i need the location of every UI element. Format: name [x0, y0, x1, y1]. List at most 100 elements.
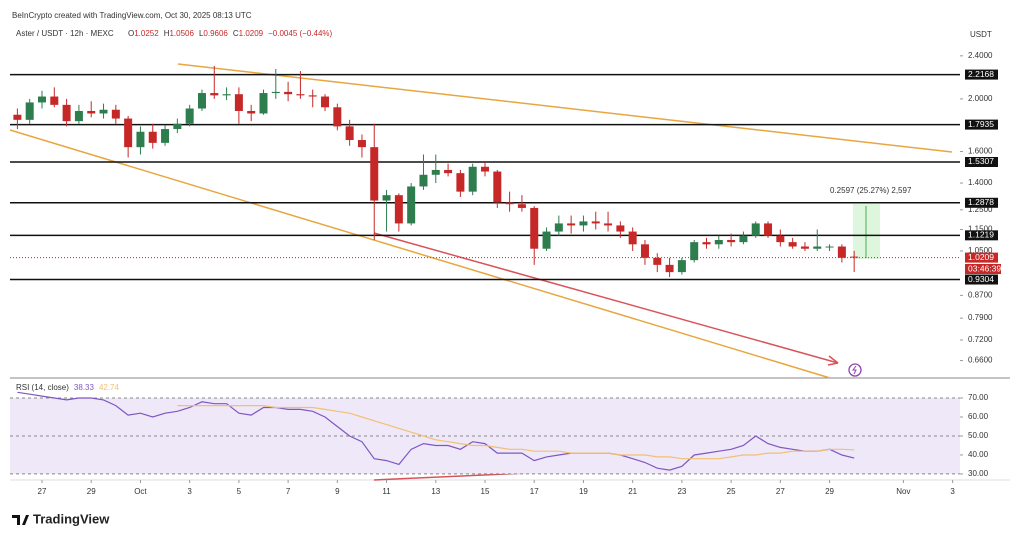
candle-body — [161, 129, 170, 143]
y-tick-label: 0.7200 — [968, 335, 993, 344]
candle-body — [800, 246, 809, 249]
y-tick-label: 70.00 — [968, 393, 989, 402]
logo-text: TradingView — [33, 511, 110, 526]
x-tick-label: 3 — [187, 487, 192, 496]
candle-body — [271, 91, 280, 94]
candle-body — [481, 166, 489, 172]
x-tick-label: 29 — [87, 487, 96, 496]
channel-line — [177, 63, 953, 153]
x-tick-label: 27 — [776, 487, 785, 496]
level-label: 0.9304 — [968, 274, 994, 284]
candle-body — [111, 109, 120, 119]
logo: TradingView — [12, 511, 110, 526]
ohlc-key: L — [199, 29, 204, 38]
candle-body — [25, 102, 34, 120]
last-price-label: 1.0209 — [968, 252, 994, 262]
candle-body — [776, 235, 785, 243]
candle-body — [505, 202, 514, 205]
candle-body — [653, 257, 662, 265]
rsi-legend: RSI (14, close) 38.33 42.74 — [16, 383, 120, 392]
y-tick-label: 1.0500 — [968, 246, 993, 255]
candle-body — [222, 94, 231, 96]
candle-body — [468, 166, 477, 192]
y-tick-label: 0.8700 — [968, 290, 993, 299]
candle-body — [136, 131, 145, 148]
candle-body — [751, 223, 760, 236]
y-tick-label: 0.7900 — [968, 313, 993, 322]
rsi-line — [17, 391, 855, 471]
candle-body — [370, 147, 379, 201]
y-tick-label: 0.6600 — [968, 356, 993, 365]
candle-body — [567, 223, 576, 226]
candle-body — [173, 123, 182, 130]
candle-body — [247, 110, 256, 114]
candle-body — [456, 173, 465, 192]
rsi-line — [177, 405, 855, 460]
y-axis-label: USDT — [970, 30, 992, 39]
change: −0.0045 (−0.44%) — [268, 29, 332, 38]
candle-body — [493, 171, 502, 203]
candle-body — [13, 114, 22, 120]
level-label-box — [965, 156, 998, 167]
candle-body — [616, 225, 625, 232]
arrow-head — [827, 355, 839, 366]
candle-body — [579, 221, 588, 226]
x-tick-label: 5 — [237, 487, 242, 496]
candle-body — [259, 93, 268, 114]
candle-body — [345, 126, 354, 141]
candle-body — [714, 239, 723, 245]
candle-body — [185, 108, 194, 124]
x-tick-label: Nov — [896, 487, 910, 496]
candle-body — [124, 118, 133, 148]
candle-body — [407, 186, 416, 224]
trend-arrow — [373, 232, 839, 364]
candle-body — [604, 223, 613, 226]
credit: BeInCrypto created with TradingView.com,… — [12, 11, 252, 20]
level-label: 2.2168 — [968, 69, 994, 79]
measure-label: 0.2597 (25.27%) 2,597 — [830, 186, 912, 195]
candle-body — [677, 260, 686, 273]
candle-body — [640, 244, 649, 258]
candle-body — [210, 93, 219, 96]
x-tick-label: 29 — [825, 487, 834, 496]
rsi-legend-value: 42.74 — [99, 383, 120, 392]
candle-body — [788, 242, 797, 247]
ohlc-value: 1.0252 — [134, 29, 159, 38]
level-label: 1.1219 — [968, 230, 994, 240]
symbol-title: Aster / USDT · 12h · MEXC — [16, 29, 114, 38]
candle-body — [62, 104, 71, 122]
candle-body — [197, 93, 206, 109]
candle-body — [444, 169, 453, 174]
x-tick-label: 3 — [950, 487, 955, 496]
level-label: 1.5307 — [968, 156, 994, 166]
level-label: 1.2878 — [968, 197, 994, 207]
ohlc-value: 1.0209 — [239, 29, 264, 38]
level-label: 1.7935 — [968, 119, 994, 129]
ohlc-key: C — [233, 29, 239, 38]
candle-body — [333, 107, 342, 127]
y-tick-label: 1.1500 — [968, 225, 993, 234]
x-tick-label: 13 — [431, 487, 440, 496]
x-tick-label: Oct — [134, 487, 147, 496]
y-tick-label: 2.4000 — [968, 51, 993, 60]
last-price-box — [965, 252, 998, 263]
x-tick-label: 11 — [382, 487, 391, 496]
candle-body — [99, 109, 108, 114]
y-tick-label: 60.00 — [968, 412, 989, 421]
candle-body — [419, 174, 428, 187]
level-label-box — [965, 197, 998, 208]
candle-body — [837, 246, 846, 258]
level-label-box — [965, 274, 998, 285]
candle-body — [50, 96, 59, 105]
candle-body — [690, 242, 699, 261]
candle-body — [357, 140, 366, 148]
candle-body — [727, 239, 736, 243]
candle-body — [825, 246, 834, 248]
level-label-box — [965, 230, 998, 241]
ohlc-value: 0.9606 — [203, 29, 228, 38]
candle-body — [308, 95, 317, 97]
candle-body — [382, 195, 391, 201]
countdown-box — [965, 264, 1001, 274]
x-tick-label: 27 — [38, 487, 47, 496]
